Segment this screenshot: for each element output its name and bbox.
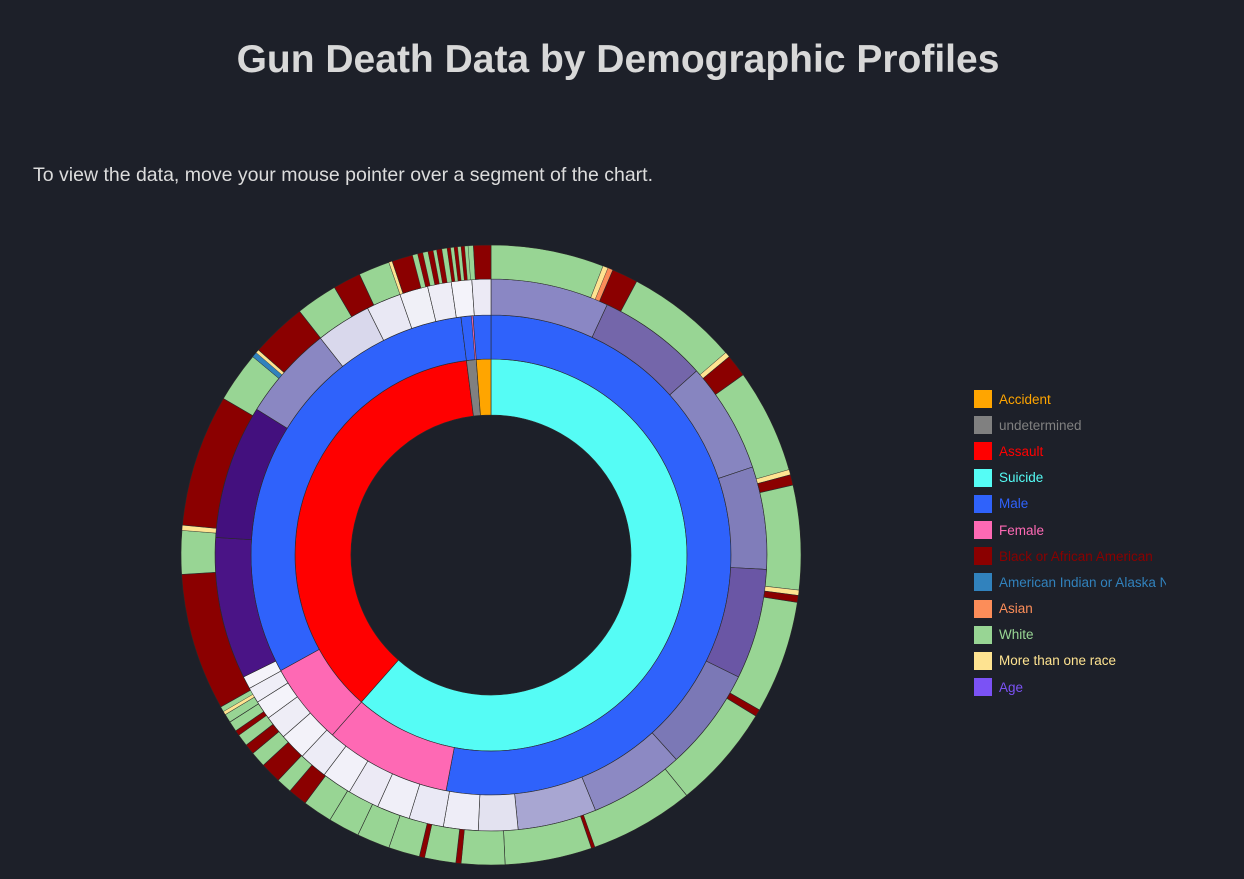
legend-item[interactable]: Accident [974, 386, 1166, 412]
legend-item[interactable]: White [974, 622, 1166, 648]
legend-swatch [974, 625, 992, 644]
sunburst-rings[interactable]: SuicideAssaultundeterminedAccidentMaleFe… [180, 244, 802, 866]
legend-label: undetermined [999, 417, 1082, 433]
legend-label: Age [999, 679, 1024, 695]
legend-item[interactable]: Asian [974, 596, 1166, 622]
legend-swatch [974, 651, 992, 670]
legend-label: American Indian or Alaska Native [999, 574, 1166, 590]
legend-list: Accident undetermined Assault Suicide Male Fe… [974, 386, 1166, 700]
legend-item[interactable]: More than one race [974, 648, 1166, 674]
segment-white[interactable]: White [460, 829, 506, 866]
legend-item[interactable]: undetermined [974, 412, 1166, 438]
legend-item[interactable]: Age [974, 674, 1166, 700]
legend-label: Male [999, 496, 1029, 512]
legend-item[interactable]: American Indian or Alaska Native [974, 569, 1166, 595]
legend-swatch [974, 494, 992, 513]
segment-male[interactable]: Male [472, 314, 492, 360]
legend-label: More than one race [999, 653, 1117, 669]
chart-legend[interactable]: Accident undetermined Assault Suicide Male Fe… [974, 386, 1166, 700]
legend-swatch [974, 521, 992, 540]
legend-swatch [974, 678, 992, 697]
ring-age[interactable]: AgeAgeAgeAgeAgeAgeAgeAgeAgeAgeAgeAgeAgeA… [214, 278, 768, 832]
legend-item[interactable]: Assault [974, 438, 1166, 464]
page-title: Gun Death Data by Demographic Profiles [236, 38, 1000, 81]
legend-label: Asian [999, 601, 1033, 617]
legend-swatch [974, 468, 992, 487]
legend-label: Accident [999, 391, 1051, 407]
legend-swatch [974, 547, 992, 566]
legend-item[interactable]: Female [974, 517, 1166, 543]
legend-swatch [974, 390, 992, 409]
legend-swatch [974, 573, 992, 592]
legend-label: Female [999, 522, 1045, 538]
segment-age[interactable]: Age [471, 278, 492, 316]
instructions-text: To view the data, move your mouse pointe… [33, 164, 653, 186]
legend-label: White [999, 627, 1034, 643]
legend-swatch [974, 599, 992, 618]
legend-item[interactable]: Suicide [974, 465, 1166, 491]
legend-swatch [974, 416, 992, 435]
segment-white[interactable]: White [180, 530, 217, 575]
legend-item[interactable]: Black or African American [974, 543, 1166, 569]
legend-label: Assault [999, 443, 1044, 459]
ring-intent[interactable]: SuicideAssaultundeterminedAccident [294, 358, 688, 752]
legend-swatch [974, 442, 992, 461]
legend-label: Suicide [999, 470, 1044, 486]
segment-black-or-african-american[interactable]: Black or African American [473, 244, 492, 280]
segment-age[interactable]: Age [477, 793, 519, 832]
legend-label: Black or African American [999, 548, 1153, 564]
legend-item[interactable]: Male [974, 491, 1166, 517]
